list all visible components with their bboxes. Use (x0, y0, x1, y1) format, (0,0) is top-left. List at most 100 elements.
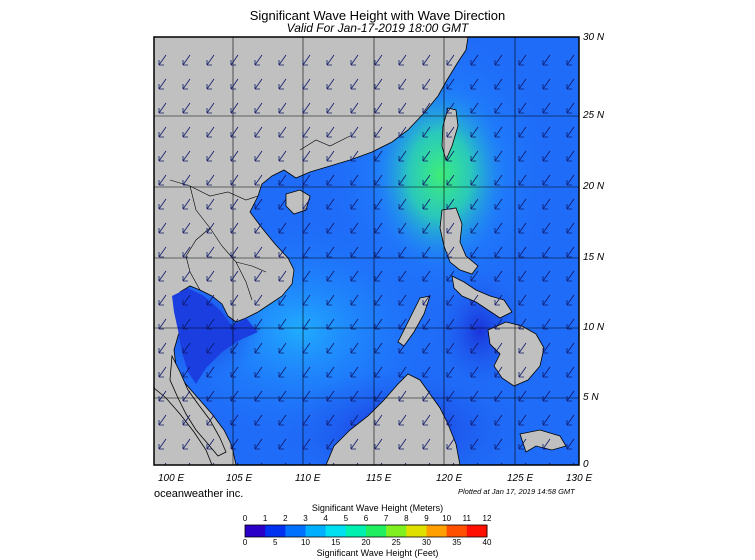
direction-arrow (398, 54, 407, 66)
direction-arrow (350, 78, 359, 90)
direction-arrow (302, 102, 311, 114)
direction-arrow (278, 102, 287, 114)
direction-arrow (230, 78, 239, 90)
direction-arrow (566, 294, 575, 306)
direction-arrow (542, 390, 551, 402)
colorbar-feet-tick: 30 (422, 538, 431, 547)
colorbar-swatch (366, 525, 387, 537)
direction-arrow (302, 342, 311, 354)
direction-arrow (494, 78, 503, 90)
land-borneo (325, 373, 461, 465)
direction-arrow (230, 198, 239, 210)
lat-label: 30 N (583, 32, 605, 43)
direction-arrow (398, 390, 407, 402)
direction-arrow (254, 126, 263, 138)
direction-arrow (398, 294, 407, 306)
colorbar-swatch (406, 525, 427, 537)
direction-arrow (158, 54, 167, 66)
colorbar-feet-tick: 15 (331, 538, 341, 547)
direction-arrow (350, 198, 359, 210)
direction-arrow (374, 174, 383, 186)
direction-arrow (278, 366, 287, 378)
direction-arrow (470, 150, 479, 162)
direction-arrow (230, 366, 239, 378)
colorbar-swatch (446, 525, 468, 537)
direction-arrow (542, 318, 551, 330)
direction-arrow (302, 270, 311, 282)
direction-arrow (566, 246, 575, 258)
direction-arrow (278, 78, 287, 90)
direction-arrow (470, 78, 479, 90)
direction-arrow (230, 54, 239, 66)
direction-arrow (350, 342, 359, 354)
direction-arrow (254, 270, 263, 282)
direction-arrow (542, 438, 551, 450)
direction-arrow (470, 198, 479, 210)
chart-title: Significant Wave Height with Wave Direct… (249, 8, 506, 23)
direction-arrow (398, 102, 407, 114)
direction-arrow (446, 54, 455, 66)
direction-arrow (350, 414, 359, 426)
direction-arrow (374, 414, 383, 426)
direction-arrow (494, 54, 503, 66)
direction-arrow (302, 150, 311, 162)
colorbar-meter-tick: 3 (303, 514, 308, 523)
gulf-water (172, 288, 258, 384)
direction-arrow (182, 102, 191, 114)
lat-label: 0 (583, 459, 589, 470)
direction-arrow (542, 366, 551, 378)
credit-text: oceanweather inc. (154, 488, 244, 500)
direction-arrow (494, 126, 503, 138)
direction-arrow (374, 78, 383, 90)
direction-arrow (446, 198, 455, 210)
direction-arrow (422, 294, 431, 306)
direction-arrow (206, 318, 215, 330)
direction-arrow (182, 126, 191, 138)
direction-arrow (542, 294, 551, 306)
direction-arrow (278, 390, 287, 402)
colorbar-feet-tick: 5 (273, 538, 278, 547)
direction-arrow (326, 174, 335, 186)
direction-arrow (230, 102, 239, 114)
colorbar (244, 524, 488, 538)
direction-arrow (470, 54, 479, 66)
direction-arrow (398, 342, 407, 354)
direction-arrow (518, 174, 527, 186)
direction-arrow (422, 126, 431, 138)
map-body (154, 37, 579, 465)
direction-arrow (302, 294, 311, 306)
direction-arrow (182, 78, 191, 90)
colorbar-meter-tick: 9 (424, 514, 429, 523)
direction-arrow (566, 438, 575, 450)
direction-arrow (350, 174, 359, 186)
direction-arrow (350, 390, 359, 402)
direction-arrow (518, 390, 527, 402)
direction-arrow (350, 150, 359, 162)
direction-arrow (326, 294, 335, 306)
colorbar-feet-tick: 25 (391, 538, 401, 547)
direction-arrow (422, 342, 431, 354)
direction-arrow (398, 414, 407, 426)
lon-label: 125 E (507, 473, 534, 484)
direction-arrow (254, 318, 263, 330)
direction-arrow (374, 54, 383, 66)
direction-arrow (422, 246, 431, 258)
colorbar-swatch (305, 525, 327, 537)
direction-arrow (182, 246, 191, 258)
direction-arrow (182, 366, 191, 378)
direction-arrow (302, 174, 311, 186)
direction-arrow (422, 438, 431, 450)
direction-arrow (566, 342, 575, 354)
colorbar-meter-tick: 11 (462, 514, 471, 523)
direction-arrow (542, 198, 551, 210)
direction-arrow (326, 126, 335, 138)
direction-arrow (350, 366, 359, 378)
lat-label: 5 N (583, 392, 599, 403)
colorbar-meter-tick: 5 (343, 514, 349, 523)
direction-arrow (278, 150, 287, 162)
direction-arrow (566, 198, 575, 210)
direction-arrow (518, 438, 527, 450)
direction-arrow (326, 342, 335, 354)
direction-arrow (446, 366, 455, 378)
colorbar-feet-label: Significant Wave Height (Feet) (316, 548, 439, 558)
